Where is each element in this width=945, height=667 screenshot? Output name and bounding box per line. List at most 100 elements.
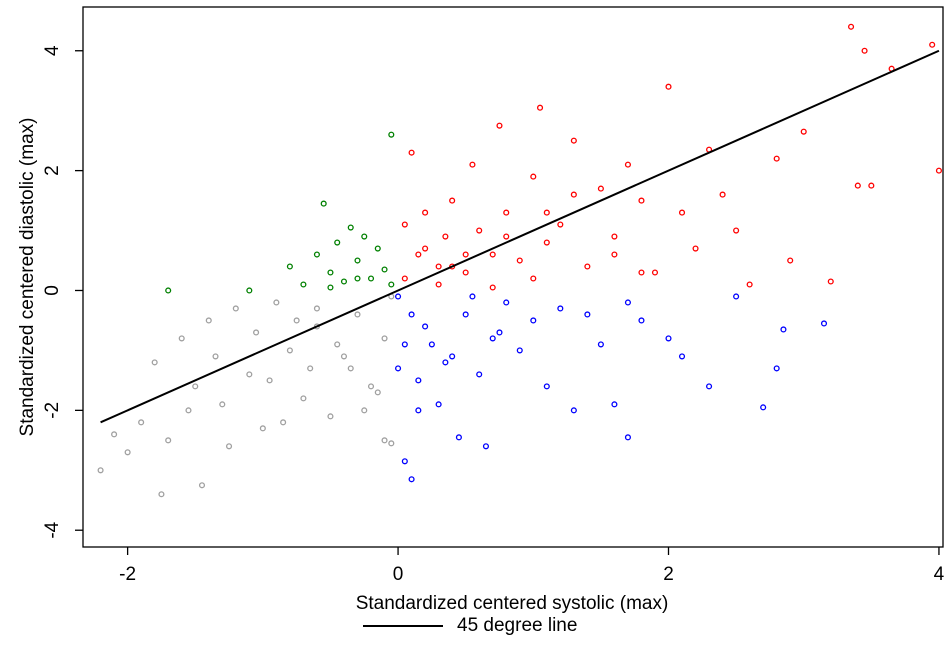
point	[422, 209, 429, 216]
point	[848, 23, 855, 30]
point	[435, 401, 442, 408]
point	[665, 335, 672, 342]
point	[597, 341, 604, 348]
point	[253, 329, 260, 336]
x-tick-label: 0	[393, 564, 404, 585]
point	[543, 239, 550, 246]
plot-frame	[82, 6, 944, 548]
point	[530, 173, 537, 180]
point	[273, 299, 280, 306]
point	[395, 365, 402, 372]
point	[611, 251, 618, 258]
point	[929, 41, 936, 48]
point	[530, 317, 537, 324]
point	[760, 404, 767, 411]
point	[516, 347, 523, 354]
point	[800, 128, 807, 135]
point	[462, 311, 469, 318]
point	[476, 227, 483, 234]
point	[327, 269, 334, 276]
point	[861, 47, 868, 54]
point	[854, 182, 861, 189]
point	[401, 458, 408, 465]
point	[347, 224, 354, 231]
point	[435, 263, 442, 270]
point	[503, 209, 510, 216]
point	[678, 353, 686, 360]
y-tick-label: 0	[42, 285, 63, 296]
point	[293, 317, 300, 324]
point	[678, 209, 686, 216]
point	[706, 383, 713, 390]
point	[367, 383, 375, 390]
point	[611, 233, 618, 240]
point	[334, 239, 341, 246]
point	[340, 278, 348, 285]
point	[354, 275, 361, 282]
point	[584, 311, 591, 318]
point	[476, 371, 483, 378]
point	[449, 197, 456, 204]
point	[138, 419, 145, 426]
point	[462, 251, 469, 258]
point	[503, 233, 510, 240]
point	[489, 284, 496, 291]
point	[536, 104, 544, 111]
point	[178, 335, 185, 342]
point	[374, 245, 381, 252]
point	[340, 353, 348, 360]
point	[935, 167, 942, 174]
point	[395, 293, 402, 300]
point	[415, 407, 422, 414]
point	[773, 365, 780, 372]
y-tick-label: 2	[42, 165, 63, 176]
point	[733, 293, 740, 300]
point	[192, 383, 199, 390]
point	[97, 467, 104, 474]
point	[225, 443, 233, 450]
point	[787, 257, 794, 264]
point	[381, 437, 388, 444]
point	[300, 281, 307, 288]
point	[354, 257, 361, 264]
point	[388, 131, 395, 138]
point	[651, 269, 659, 276]
point	[401, 341, 408, 348]
x-tick-label: 2	[663, 564, 674, 585]
point	[401, 221, 408, 228]
point	[638, 197, 645, 204]
point	[489, 251, 496, 258]
point	[415, 377, 422, 384]
point	[624, 299, 631, 306]
point	[557, 221, 564, 228]
point	[313, 251, 320, 258]
point	[286, 347, 293, 354]
point	[469, 161, 476, 168]
point	[489, 335, 496, 342]
point	[455, 434, 462, 441]
point	[124, 449, 131, 456]
point	[415, 251, 422, 258]
point	[482, 443, 490, 450]
point	[259, 425, 266, 432]
point	[381, 335, 388, 342]
point	[428, 341, 435, 348]
y-tick-label: -2	[42, 402, 63, 419]
point	[570, 191, 577, 198]
point	[232, 305, 239, 312]
point	[408, 149, 415, 156]
point	[408, 311, 415, 318]
point	[361, 233, 368, 240]
point	[503, 299, 510, 306]
x-tick-label: -2	[119, 564, 136, 585]
y-tick-label: 4	[42, 45, 63, 56]
point	[638, 317, 645, 324]
point	[280, 419, 287, 426]
y-tick-label: -4	[42, 521, 63, 538]
point	[624, 434, 631, 441]
point	[408, 476, 415, 483]
point	[442, 359, 449, 366]
legend-label: 45 degree line	[457, 615, 577, 636]
point	[557, 305, 564, 312]
